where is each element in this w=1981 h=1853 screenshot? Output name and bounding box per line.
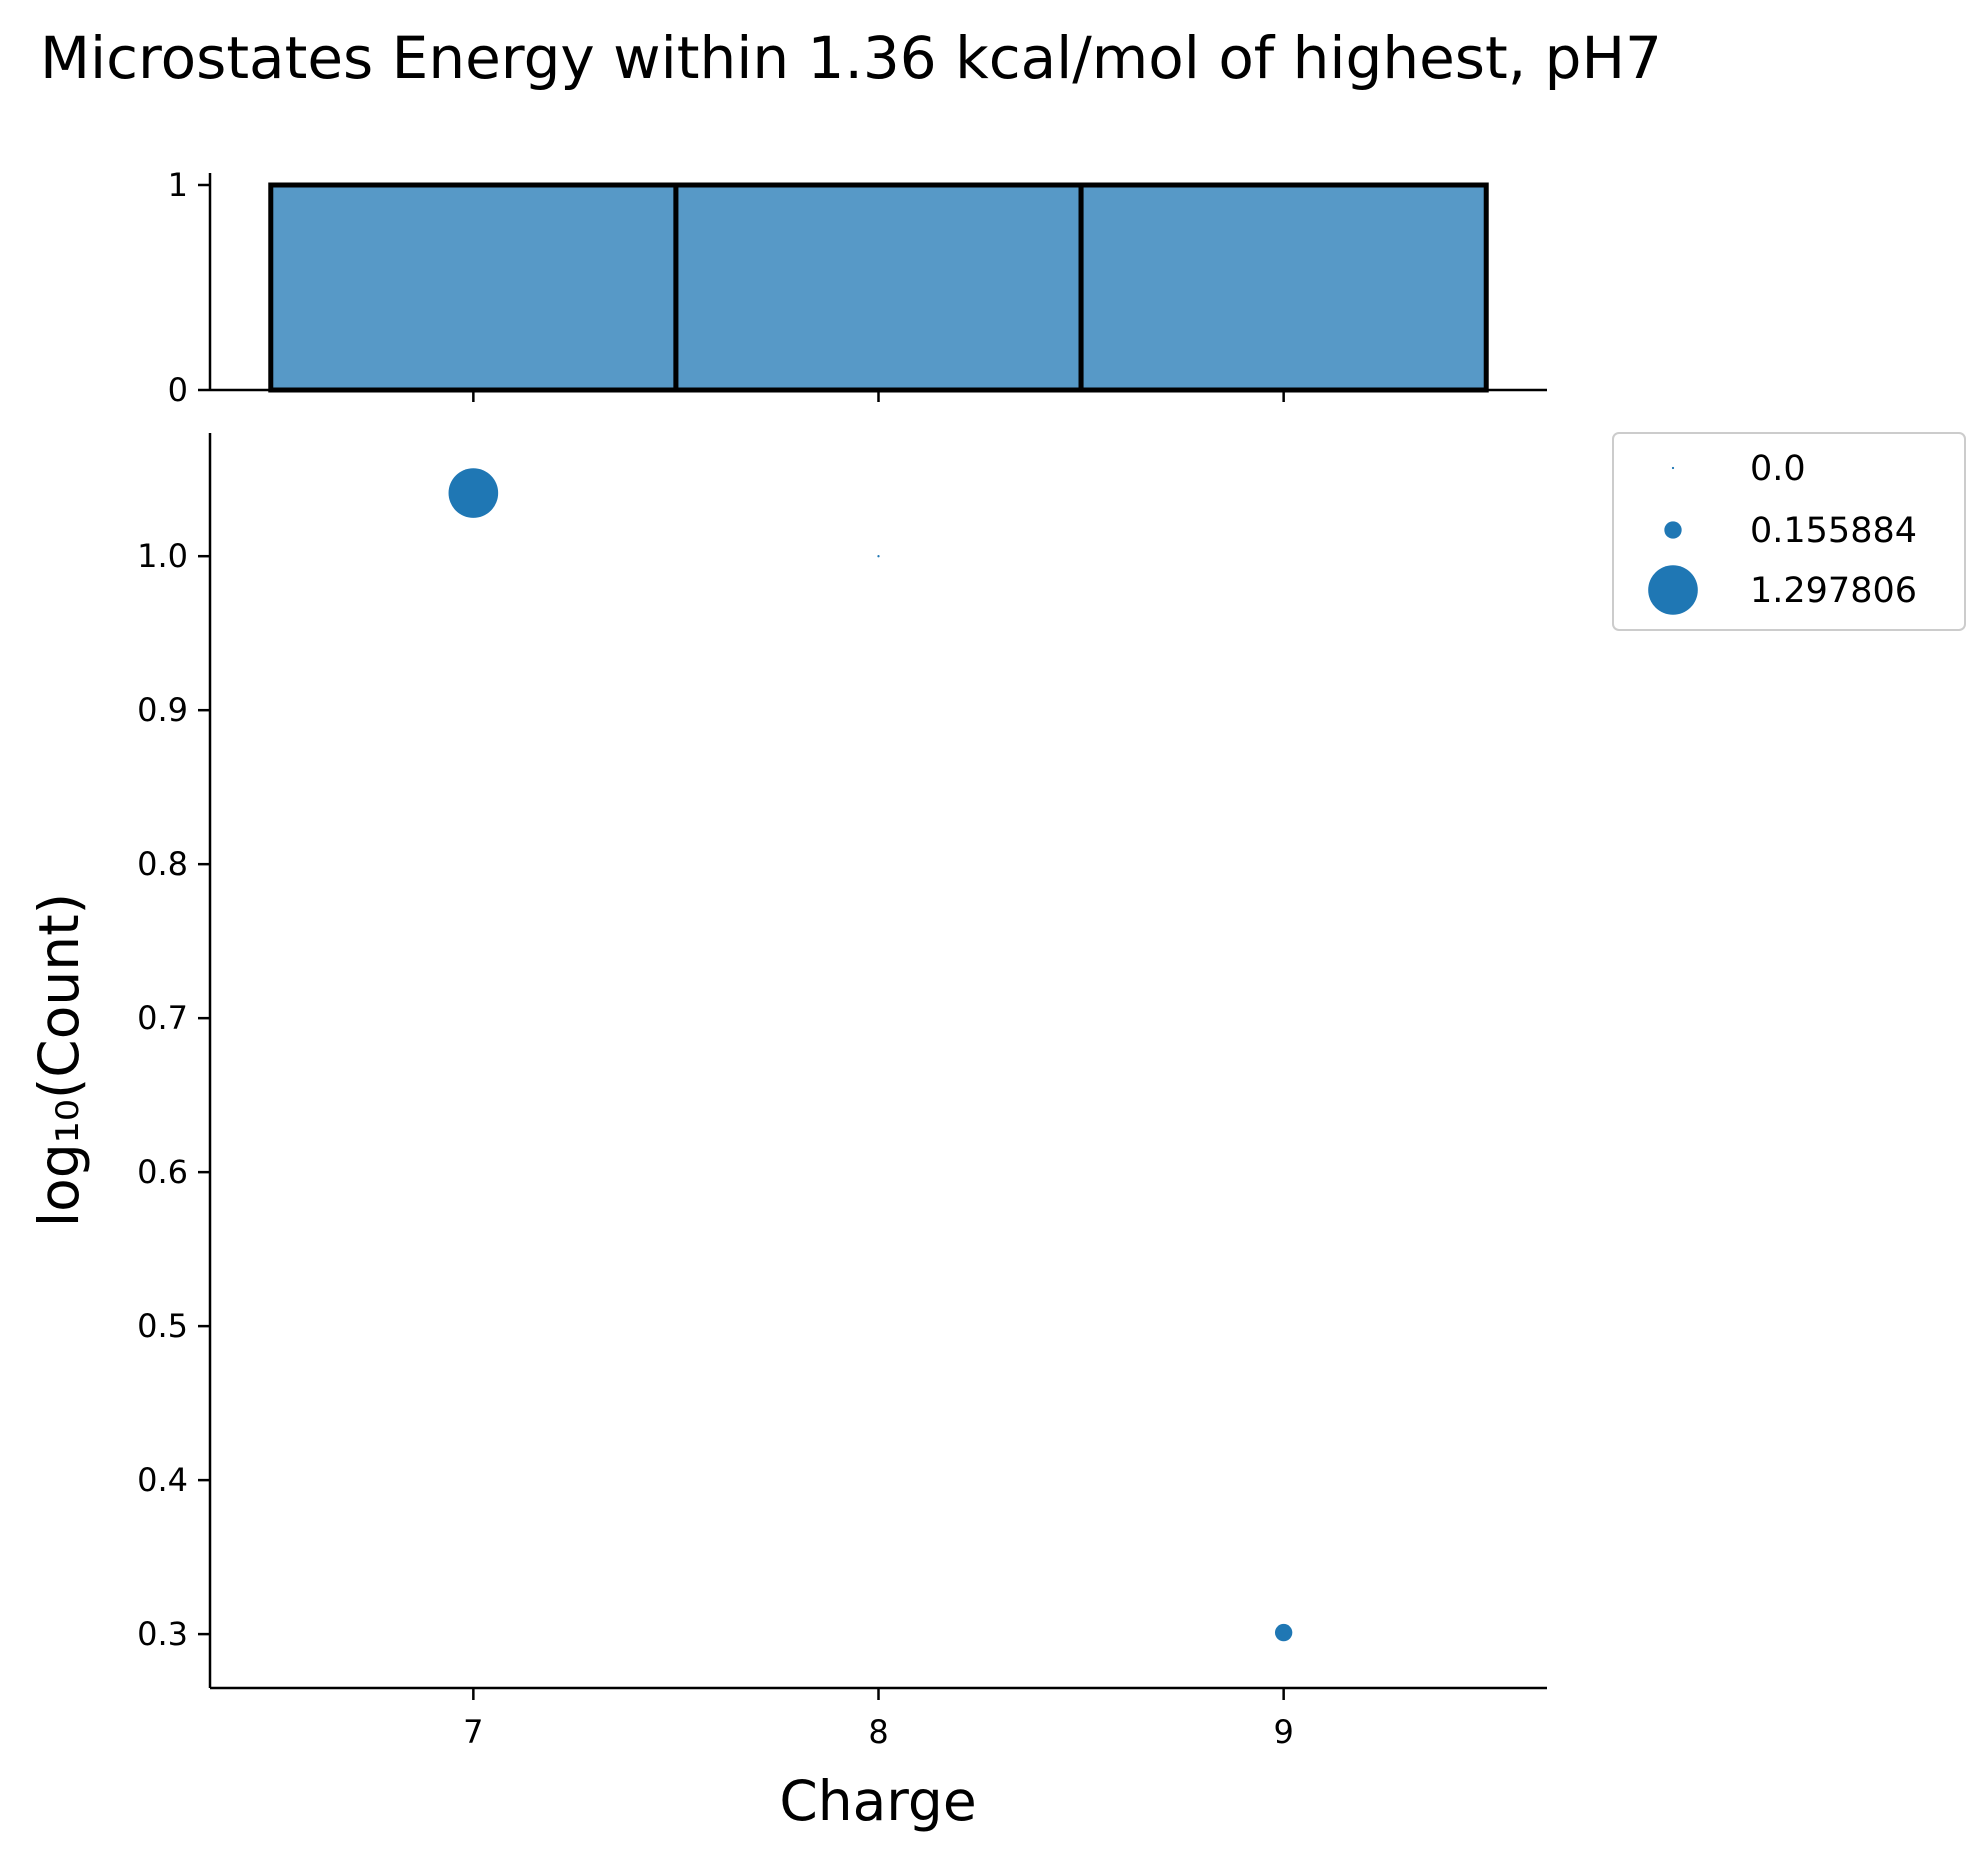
scatter-y-tick-label: 0.4 (137, 1461, 188, 1499)
legend-frame (1612, 432, 1966, 631)
scatter-plot: 0.3 0.4 0.5 0.6 0.7 0.8 0.9 1.0 7 8 9 Charge log₁… (27, 433, 1547, 1833)
chart-title: Microstates Energy within 1.36 kcal/mol … (40, 24, 1662, 92)
scatter-y-tick-label: 1.0 (137, 537, 188, 575)
scatter-x-tick-label: 9 (1273, 1713, 1293, 1751)
scatter-y-tick-label: 0.8 (137, 845, 188, 883)
scatter-point (448, 468, 499, 518)
x-axis-label: Charge (779, 1769, 976, 1833)
scatter-x-tick-label: 7 (463, 1713, 483, 1751)
histogram-bars (268, 182, 1489, 393)
scatter-x-tick-label: 8 (868, 1713, 888, 1751)
legend-label: 0.155884 (1750, 511, 1917, 551)
legend-marker (1648, 565, 1698, 615)
legend-marker (1664, 521, 1682, 539)
scatter-y-tick-label: 0.6 (137, 1153, 188, 1191)
scatter-x-ticks: 7 8 9 (463, 1688, 1294, 1751)
scatter-point (877, 555, 880, 558)
legend-label: 1.297806 (1750, 571, 1917, 611)
scatter-y-ticks: 0.3 0.4 0.5 0.6 0.7 0.8 0.9 1.0 (137, 537, 210, 1653)
legend-label: 0.0 (1750, 449, 1806, 489)
histogram-bar (1078, 182, 1489, 393)
scatter-points (448, 468, 1293, 1642)
marginal-histogram: 01 (168, 166, 1547, 409)
scatter-y-tick-label: 0.3 (137, 1615, 188, 1653)
histogram-y-tick-label: 0 (168, 371, 188, 409)
legend: 0.0 0.155884 1.297806 (1612, 432, 1966, 631)
scatter-y-tick-label: 0.5 (137, 1307, 188, 1345)
scatter-point (1274, 1623, 1293, 1642)
scatter-y-tick-label: 0.9 (137, 691, 188, 729)
y-axis-label: log₁₀(Count) (27, 893, 91, 1227)
histogram-y-tick-label: 1 (168, 166, 188, 204)
histogram-bar (268, 182, 679, 393)
histogram-y-ticks: 01 (168, 166, 210, 409)
histogram-x-ticks (472, 390, 1285, 402)
scatter-y-tick-label: 0.7 (137, 999, 188, 1037)
legend-marker (1671, 466, 1675, 470)
legend-entries: 0.0 0.155884 1.297806 (1648, 449, 1917, 615)
histogram-bar (673, 182, 1084, 393)
